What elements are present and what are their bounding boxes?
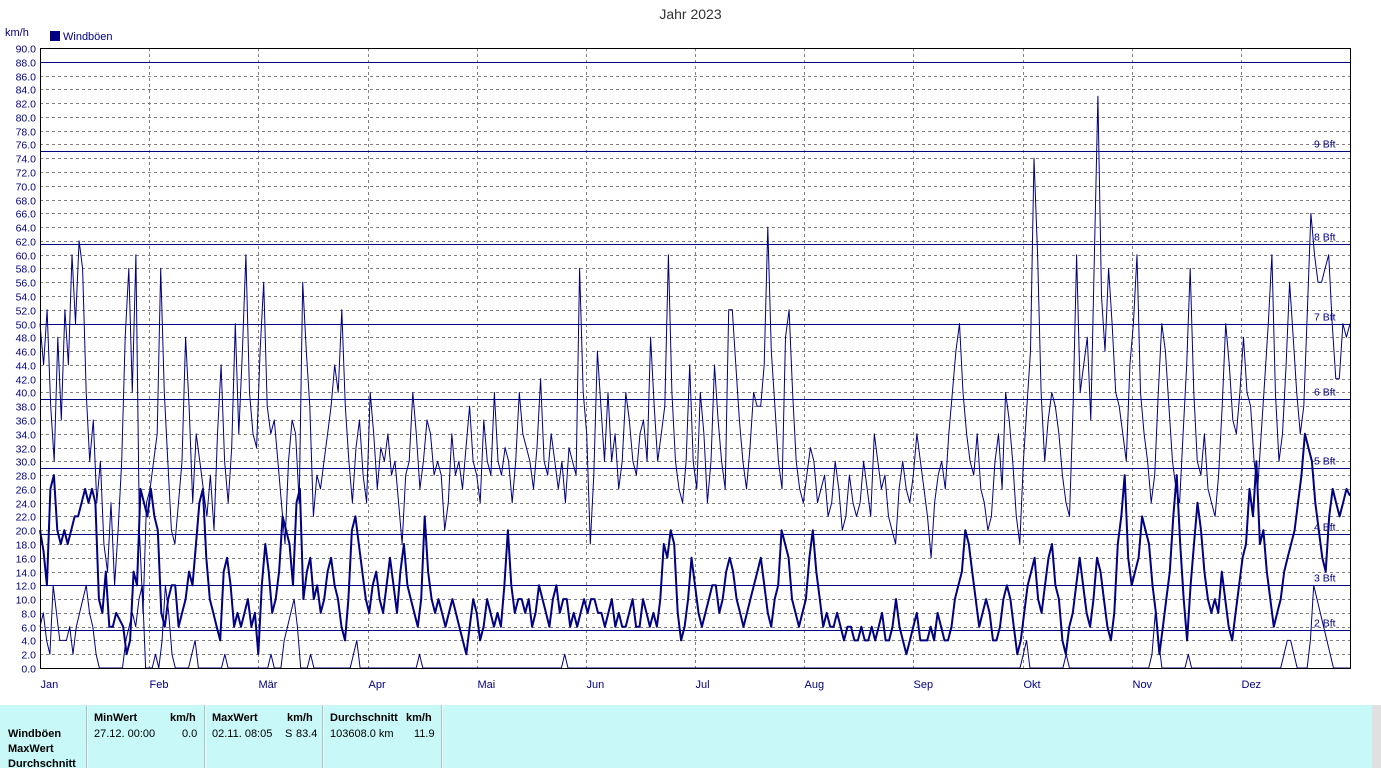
avg-distance: 103608.0 km [330,728,394,740]
avg-header: Durchschnitt [330,712,398,724]
y-tick-label: 4.0 [21,636,36,648]
legend: Windböen [50,31,113,43]
y-tick-label: 42.0 [16,375,37,387]
beaufort-label: 3 Bft [1314,573,1336,585]
month-label: Jul [696,679,710,691]
min-time: 27.12. 00:00 [94,728,156,740]
y-tick-label: 76.0 [16,140,37,152]
vertical-scrollbar[interactable] [1372,705,1381,768]
y-tick-label: 36.0 [16,416,37,428]
y-tick-label: 84.0 [16,85,37,97]
month-label: Jan [41,679,59,691]
beaufort-label: 6 Bft [1314,387,1336,399]
max-unit: km/h [287,712,313,724]
max-header: MaxWert [212,712,258,724]
y-tick-label: 40.0 [16,388,37,400]
y-tick-label: 12.0 [16,581,37,593]
month-label: Feb [150,679,169,691]
month-label: Mär [259,679,278,691]
beaufort-label: 7 Bft [1314,312,1336,324]
y-tick-label: 34.0 [16,430,37,442]
stats-row-maxwert: MaxWert [8,743,54,755]
month-label: Dez [1242,679,1262,691]
y-axis-unit-label: km/h [5,27,29,39]
beaufort-label: 4 Bft [1314,522,1336,534]
min-unit: km/h [170,712,196,724]
y-tick-label: 50.0 [16,320,37,332]
y-tick-label: 16.0 [16,554,37,566]
y-tick-label: 10.0 [16,595,37,607]
y-tick-label: 46.0 [16,347,37,359]
y-tick-label: 86.0 [16,72,37,84]
avg-unit: km/h [406,712,432,724]
plot-frame [40,48,1351,669]
y-tick-label: 66.0 [16,209,37,221]
y-tick-label: 82.0 [16,99,37,111]
month-label: Jun [587,679,605,691]
y-tick-label: 44.0 [16,361,37,373]
y-tick-label: 48.0 [16,333,37,345]
avg-value: 11.9 [414,728,435,740]
y-tick-label: 80.0 [16,113,37,125]
max-direction: S [285,728,293,740]
y-tick-label: 56.0 [16,278,37,290]
y-tick-label: 88.0 [16,58,37,70]
y-tick-label: 0.0 [21,664,36,676]
beaufort-label: 5 Bft [1314,456,1336,468]
y-tick-label: 18.0 [16,540,37,552]
y-tick-label: 64.0 [16,223,37,235]
y-tick-label: 60.0 [16,251,37,263]
y-tick-label: 22.0 [16,512,37,524]
month-label: Mai [478,679,496,691]
y-tick-label: 74.0 [16,154,37,166]
month-label: Aug [805,679,825,691]
y-tick-label: 26.0 [16,485,37,497]
month-label: Okt [1024,679,1041,691]
legend-label: Windböen [63,31,113,43]
y-tick-label: 78.0 [16,127,37,139]
chart-title: Jahr 2023 [659,6,722,22]
max-value: 83.4 [296,728,318,740]
y-tick-label: 54.0 [16,292,37,304]
y-tick-label: 24.0 [16,499,37,511]
y-tick-label: 38.0 [16,402,37,414]
stats-panel: Windböen MaxWert Durchschnitt MinWert km… [0,705,1372,770]
y-tick-label: 90.0 [16,44,37,56]
y-tick-label: 30.0 [16,457,37,469]
y-tick-label: 20.0 [16,526,37,538]
month-label: Sep [914,679,934,691]
min-value: 0.0 [182,728,198,740]
stats-row-durchschnitt: Durchschnitt [8,758,76,770]
y-tick-label: 58.0 [16,264,37,276]
stats-row-windboeen: Windböen [8,728,62,740]
legend-swatch [50,31,60,41]
y-tick-label: 6.0 [21,623,36,635]
y-tick-label: 28.0 [16,471,37,483]
y-tick-label: 8.0 [21,609,36,621]
y-tick-label: 2.0 [21,650,36,662]
y-tick-label: 32.0 [16,444,37,456]
min-header: MinWert [94,712,138,724]
y-tick-label: 68.0 [16,196,37,208]
wind-gust-chart: 0.0 2.0 4.06.0 8.0 10.0 12.014.0 16.0 18.0 20.0 2… [16,44,1351,691]
beaufort-label: 2 Bft [1314,618,1336,630]
y-tick-label: 72.0 [16,168,37,180]
max-time: 02.11. 08:05 [212,728,273,740]
y-tick-label: 52.0 [16,306,37,318]
beaufort-label: 9 Bft [1314,139,1336,151]
y-tick-label: 70.0 [16,182,37,194]
month-label: Nov [1133,679,1153,691]
y-tick-label: 62.0 [16,237,37,249]
y-tick-label: 14.0 [16,568,37,580]
beaufort-label: 8 Bft [1314,232,1336,244]
month-label: Apr [369,679,386,691]
